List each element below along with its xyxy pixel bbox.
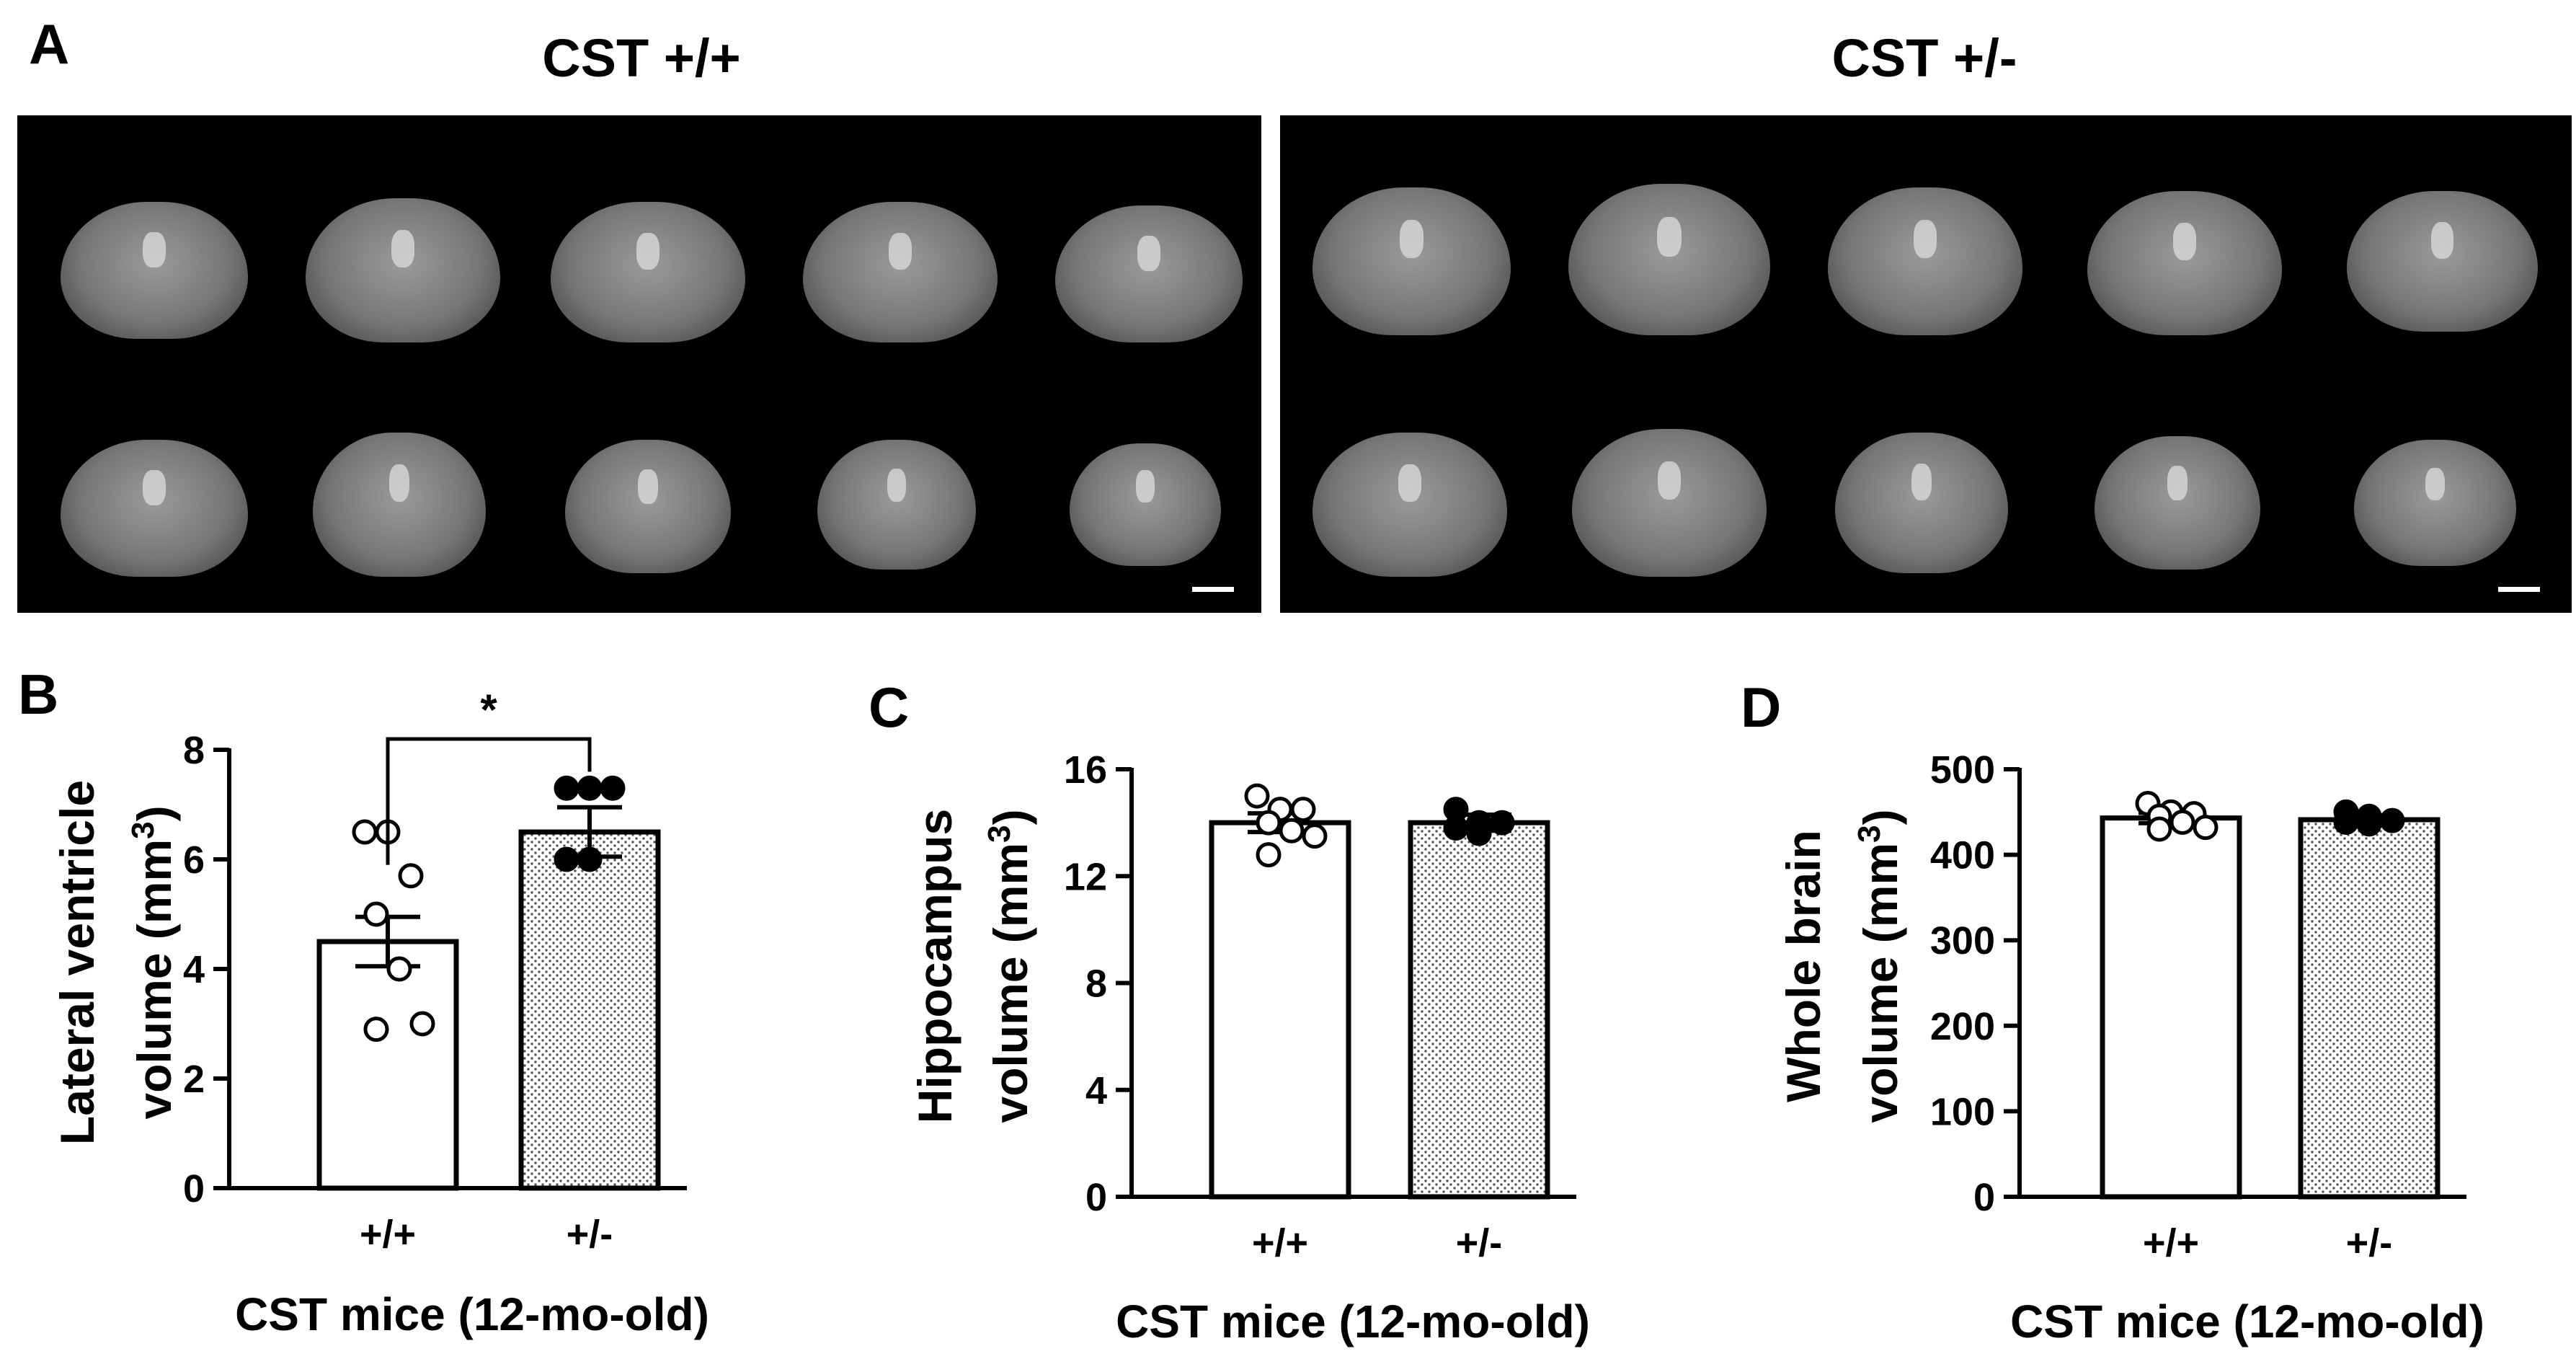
brain-slice bbox=[313, 433, 486, 577]
data-point bbox=[363, 901, 389, 927]
panel-label: B bbox=[18, 663, 58, 726]
x-tick-label: +/+ bbox=[1252, 1221, 1308, 1265]
y-tick-label: 0 bbox=[183, 1167, 205, 1210]
brain-slice bbox=[551, 202, 745, 342]
y-tick-label: 0 bbox=[1973, 1176, 1995, 1219]
panel-label-a: A bbox=[29, 12, 70, 76]
data-point bbox=[577, 775, 603, 801]
brain-slice bbox=[1070, 443, 1221, 566]
data-point bbox=[1443, 815, 1469, 841]
group-title-het: CST +/- bbox=[1831, 28, 2017, 88]
data-point bbox=[1244, 783, 1270, 809]
brain-slice bbox=[1828, 187, 2022, 335]
data-point bbox=[1256, 810, 1282, 836]
brain-slice bbox=[2347, 191, 2538, 332]
data-point bbox=[386, 956, 412, 982]
y-axis-label: Hippocampus bbox=[908, 809, 961, 1123]
data-point bbox=[352, 819, 378, 845]
panel-label: C bbox=[869, 676, 909, 739]
y-tick-label: 0 bbox=[1085, 1176, 1107, 1219]
y-axis-label-units: volume (mm3) bbox=[982, 809, 1037, 1123]
data-point bbox=[1489, 810, 1515, 836]
brain-slice bbox=[1055, 205, 1243, 342]
x-tick-label: +/- bbox=[1456, 1221, 1503, 1265]
x-tick-label: +/- bbox=[567, 1213, 613, 1256]
data-point bbox=[2146, 816, 2172, 842]
brain-slice bbox=[1835, 433, 2008, 573]
group-title-wt: CST +/+ bbox=[542, 28, 741, 88]
mri-image-wt bbox=[17, 115, 1261, 613]
y-axis-label: Whole brain bbox=[1777, 830, 1830, 1102]
brain-slice bbox=[1313, 433, 1507, 577]
y-tick-label: 6 bbox=[183, 838, 205, 882]
y-tick-label: 200 bbox=[1930, 1005, 1995, 1048]
data-point bbox=[1279, 818, 1305, 844]
y-tick-label: 2 bbox=[183, 1058, 205, 1101]
y-tick-label: 4 bbox=[1085, 1069, 1107, 1112]
scale-bar bbox=[2498, 587, 2540, 592]
data-point bbox=[1256, 842, 1282, 868]
brain-slice bbox=[2095, 436, 2260, 570]
data-point bbox=[2169, 810, 2195, 836]
y-axis-label-units: volume (mm3) bbox=[1852, 809, 1907, 1123]
data-point bbox=[2333, 810, 2359, 836]
brain-slice bbox=[61, 202, 248, 339]
data-point bbox=[1290, 797, 1316, 823]
x-tick-label: +/- bbox=[2346, 1221, 2393, 1265]
bar bbox=[2298, 817, 2440, 1200]
y-tick-label: 4 bbox=[183, 948, 205, 991]
data-point bbox=[1466, 820, 1492, 846]
data-point bbox=[1302, 823, 1328, 849]
y-tick-label: 8 bbox=[1085, 962, 1107, 1006]
bar bbox=[1209, 820, 1351, 1200]
data-point bbox=[398, 863, 424, 889]
data-point bbox=[577, 846, 603, 872]
y-tick-label: 400 bbox=[1930, 834, 1995, 877]
y-tick-label: 8 bbox=[183, 729, 205, 772]
brain-slice bbox=[1572, 429, 1767, 577]
bar bbox=[316, 939, 459, 1191]
significance-marker: * bbox=[480, 686, 497, 734]
data-point bbox=[409, 1011, 435, 1037]
brain-slice bbox=[817, 440, 976, 570]
brain-slice bbox=[2087, 191, 2282, 335]
brain-slice bbox=[61, 440, 248, 577]
x-tick-label: +/+ bbox=[2143, 1221, 2199, 1265]
y-tick-label: 300 bbox=[1930, 919, 1995, 962]
x-tick-label: +/+ bbox=[360, 1213, 416, 1256]
data-point bbox=[363, 1017, 389, 1043]
significance-bracket bbox=[386, 737, 592, 865]
y-tick-label: 12 bbox=[1064, 855, 1107, 898]
x-axis-label: CST mice (12-mo-old) bbox=[1116, 1296, 1590, 1347]
scale-bar bbox=[1192, 587, 1234, 592]
brain-slice bbox=[2354, 440, 2516, 566]
brain-slice bbox=[803, 202, 998, 342]
bar bbox=[2100, 815, 2242, 1200]
x-axis-label: CST mice (12-mo-old) bbox=[235, 1288, 709, 1340]
panel-label: D bbox=[1741, 676, 1781, 739]
x-axis-label: CST mice (12-mo-old) bbox=[2010, 1296, 2484, 1347]
brain-slice bbox=[565, 440, 731, 573]
y-tick-label: 16 bbox=[1064, 748, 1107, 792]
bar bbox=[1408, 820, 1550, 1200]
data-point bbox=[600, 775, 626, 801]
brain-slice bbox=[1568, 184, 1770, 335]
bar bbox=[518, 829, 661, 1191]
data-point bbox=[2356, 811, 2382, 837]
brain-slice bbox=[306, 198, 500, 342]
brain-slice bbox=[1313, 187, 1511, 335]
data-point bbox=[554, 846, 579, 872]
data-point bbox=[2379, 807, 2405, 833]
mri-image-het bbox=[1280, 115, 2572, 613]
y-axis-label: Lateral ventricle bbox=[50, 780, 104, 1145]
y-tick-label: 100 bbox=[1930, 1090, 1995, 1133]
data-point bbox=[2193, 815, 2219, 841]
y-tick-label: 500 bbox=[1930, 748, 1995, 792]
y-axis-label-units: volume (mm3) bbox=[125, 805, 181, 1119]
data-point bbox=[554, 775, 579, 801]
